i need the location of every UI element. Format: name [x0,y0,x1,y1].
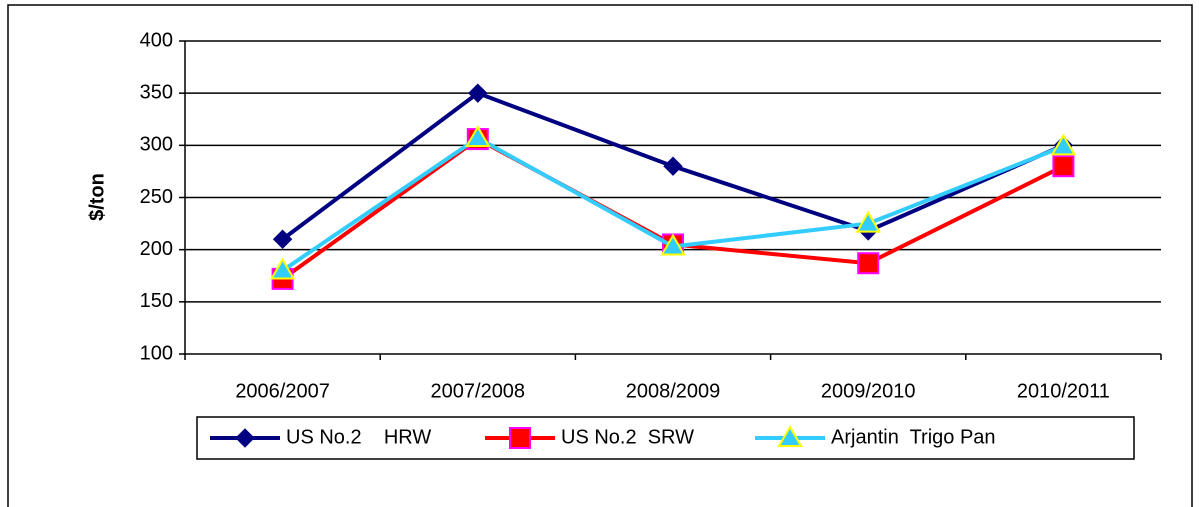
x-tick-label: 2007/2008 [431,380,526,402]
y-tick-label: 150 [140,290,173,312]
y-tick-label: 100 [140,342,173,364]
y-tick-label: 300 [140,134,173,156]
y-tick-label: 350 [140,81,173,103]
x-tick-label: 2010/2011 [1017,380,1110,402]
marker-triangle [777,425,803,447]
x-tick-label: 2008/2009 [626,380,721,402]
marker-triangle [465,125,491,148]
legend-box [196,416,1135,460]
x-tick-label: 2006/2007 [235,380,330,402]
marker-triangle [1050,133,1077,156]
legend-label: US No.2 HRW [286,426,431,448]
marker-triangle [855,210,881,233]
marker-diamond [235,428,255,448]
marker-triangle [660,233,686,256]
marker-square [857,252,880,275]
legend-label: Arjantin Trigo Pan [831,426,996,448]
marker-square [1052,155,1075,178]
marker-diamond [272,229,293,249]
x-tick-label: 2009/2010 [821,380,916,402]
marker-diamond [663,156,683,176]
y-tick-label: 200 [140,238,173,260]
y-tick-label: 250 [140,186,173,208]
marker-diamond [468,83,488,103]
y-tick-label: 400 [140,29,173,51]
marker-triangle [269,257,296,280]
legend-label: US No.2 SRW [561,426,694,448]
marker-square [509,427,531,449]
y-axis-label: $/ton [86,173,108,221]
